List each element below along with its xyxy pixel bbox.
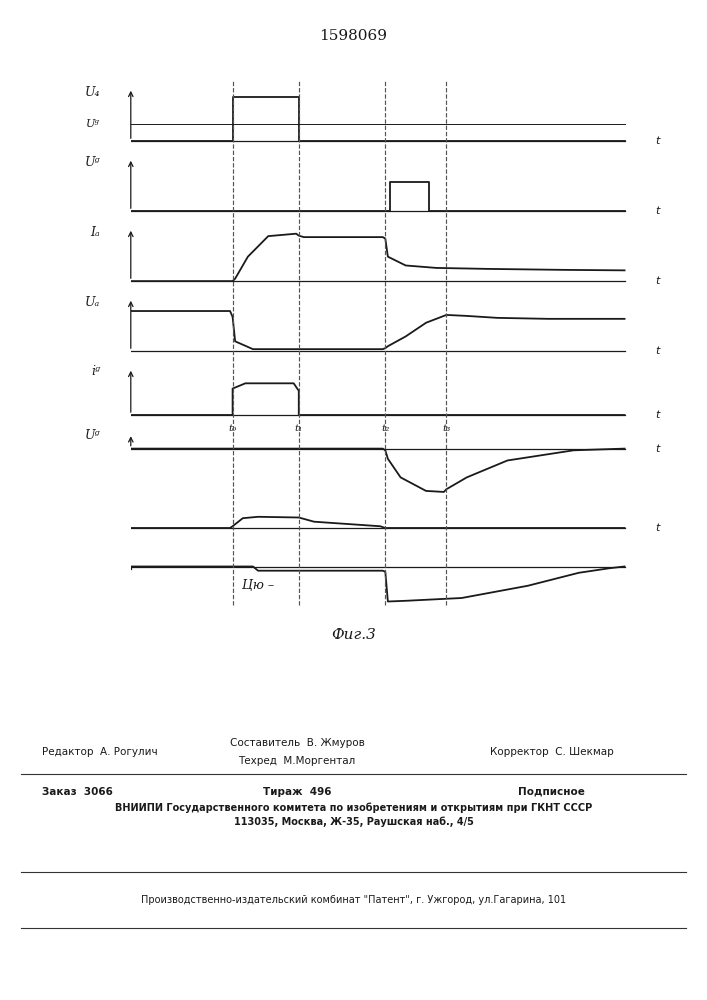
Text: t: t [655, 410, 660, 420]
Text: U₄: U₄ [85, 86, 100, 99]
Text: Цю –: Цю – [242, 579, 274, 592]
Text: Корректор  С. Шекмар: Корректор С. Шекмар [489, 747, 614, 757]
Text: Тираж  496: Тираж 496 [263, 787, 331, 797]
Text: iᵍ: iᵍ [91, 365, 100, 378]
Text: t: t [655, 276, 660, 286]
Text: Техред  М.Моргентал: Техред М.Моргентал [238, 756, 356, 766]
Text: t: t [655, 523, 660, 533]
Text: t₁: t₁ [295, 424, 303, 433]
Text: t₀: t₀ [228, 424, 237, 433]
Text: t₃: t₃ [443, 424, 450, 433]
Text: Фиг.3: Фиг.3 [331, 628, 376, 642]
Text: 1598069: 1598069 [320, 29, 387, 43]
Text: t: t [655, 136, 660, 146]
Text: Iₐ: Iₐ [90, 226, 100, 239]
Text: Uᵍ: Uᵍ [86, 119, 100, 129]
Text: Редактор  А. Рогулич: Редактор А. Рогулич [42, 747, 158, 757]
Text: t: t [655, 206, 660, 216]
Text: Заказ  3066: Заказ 3066 [42, 787, 113, 797]
Text: t: t [655, 444, 660, 454]
Text: Uᵍ: Uᵍ [85, 429, 100, 442]
Text: t: t [655, 346, 660, 356]
Text: 113035, Москва, Ж-35, Раушская наб., 4/5: 113035, Москва, Ж-35, Раушская наб., 4/5 [233, 817, 474, 827]
Text: Подписное: Подписное [518, 787, 585, 797]
Text: Составитель  В. Жмуров: Составитель В. Жмуров [230, 738, 364, 748]
Text: Uₐ: Uₐ [85, 296, 100, 309]
Text: t₂: t₂ [381, 424, 390, 433]
Text: ВНИИПИ Государственного комитета по изобретениям и открытиям при ГКНТ СССР: ВНИИПИ Государственного комитета по изоб… [115, 803, 592, 813]
Text: Производственно-издательский комбинат "Патент", г. Ужгород, ул.Гагарина, 101: Производственно-издательский комбинат "П… [141, 895, 566, 905]
Text: Uᵍ: Uᵍ [85, 156, 100, 169]
